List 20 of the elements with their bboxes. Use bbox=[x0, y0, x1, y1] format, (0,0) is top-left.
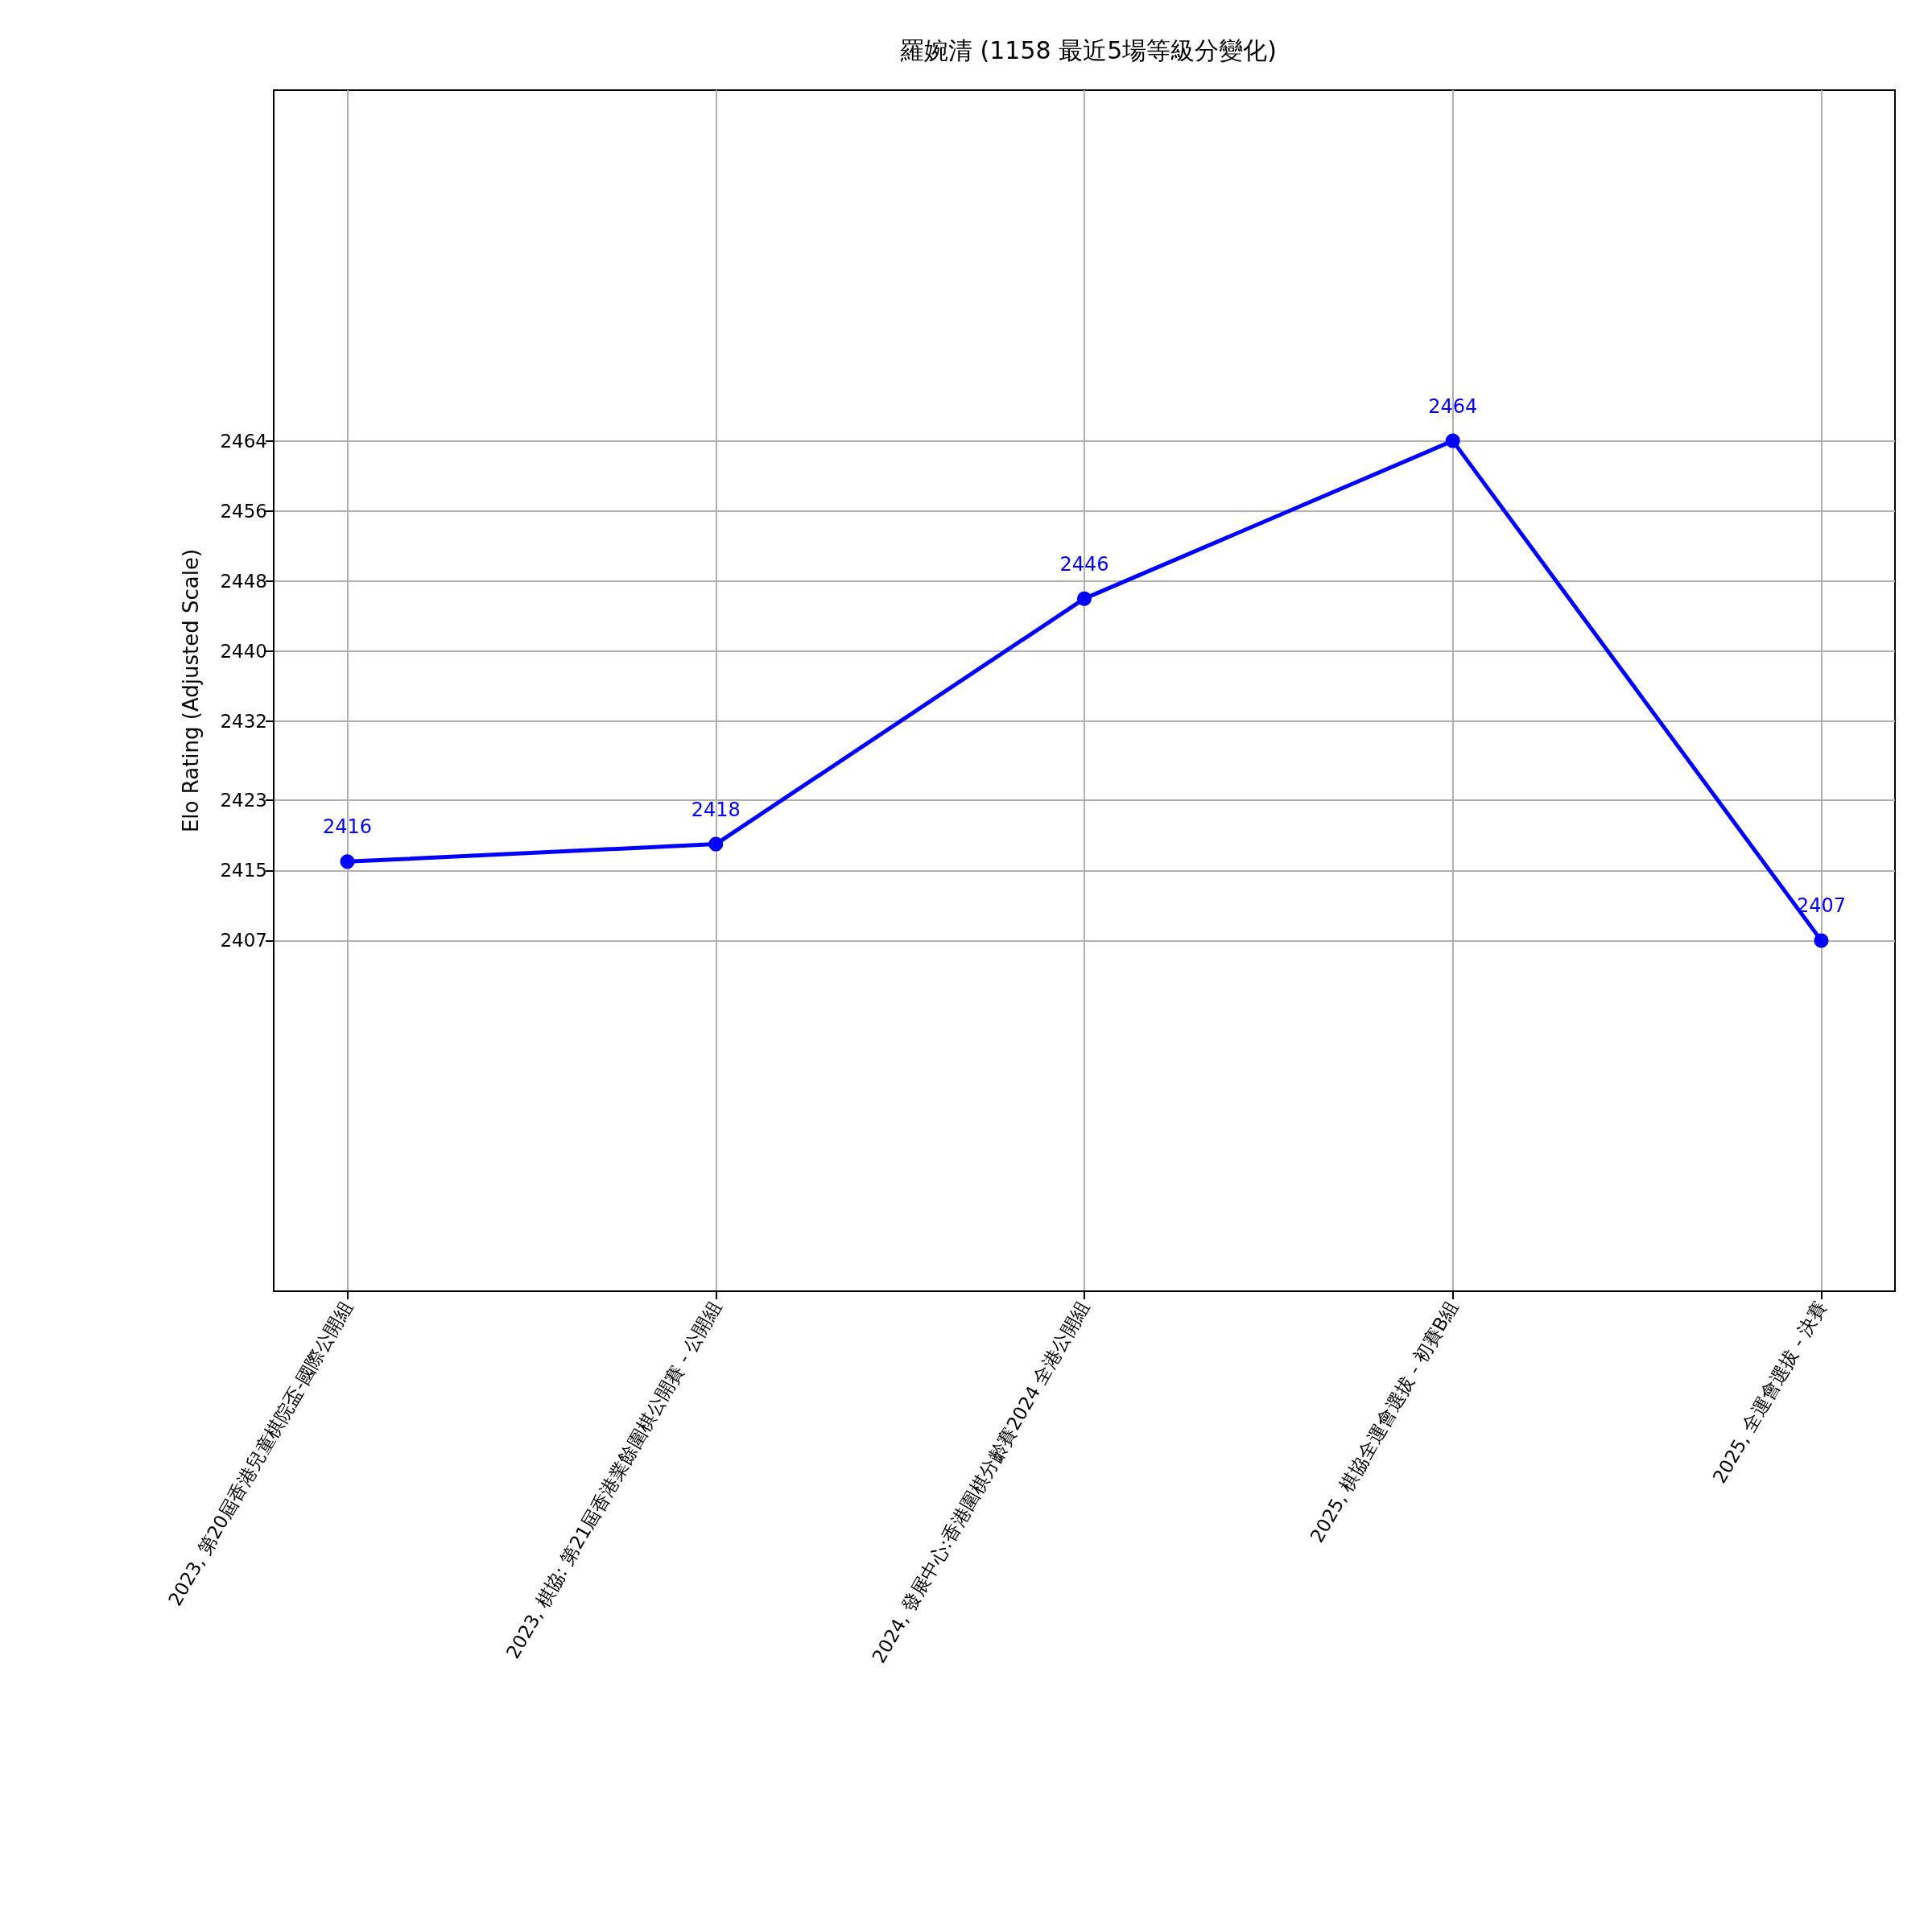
point bbox=[1445, 433, 1460, 448]
chart-title: 羅婉清 (1158 最近5場等級分變化) bbox=[900, 35, 1277, 64]
point bbox=[708, 836, 724, 852]
y-tick-label: 2432 bbox=[220, 711, 267, 733]
data-label: 2464 bbox=[1428, 394, 1478, 418]
data-label: 2418 bbox=[691, 798, 741, 821]
y-tick-label: 2423 bbox=[220, 790, 267, 811]
data-label: 2416 bbox=[323, 815, 373, 839]
y-tick-label: 2456 bbox=[220, 500, 267, 522]
y-tick-label: 2448 bbox=[220, 570, 267, 592]
y-tick-label: 2464 bbox=[220, 430, 267, 452]
point bbox=[1814, 933, 1829, 948]
y-axis-title: Elo Rating (Adjusted Scale) bbox=[179, 548, 203, 833]
y-tick-label: 2407 bbox=[220, 930, 267, 952]
y-tick-label: 2440 bbox=[220, 640, 267, 662]
point bbox=[340, 854, 355, 869]
data-label: 2446 bbox=[1059, 552, 1109, 576]
data-label: 2407 bbox=[1796, 894, 1846, 918]
point bbox=[1077, 591, 1092, 606]
y-tick-label: 2415 bbox=[220, 860, 267, 881]
